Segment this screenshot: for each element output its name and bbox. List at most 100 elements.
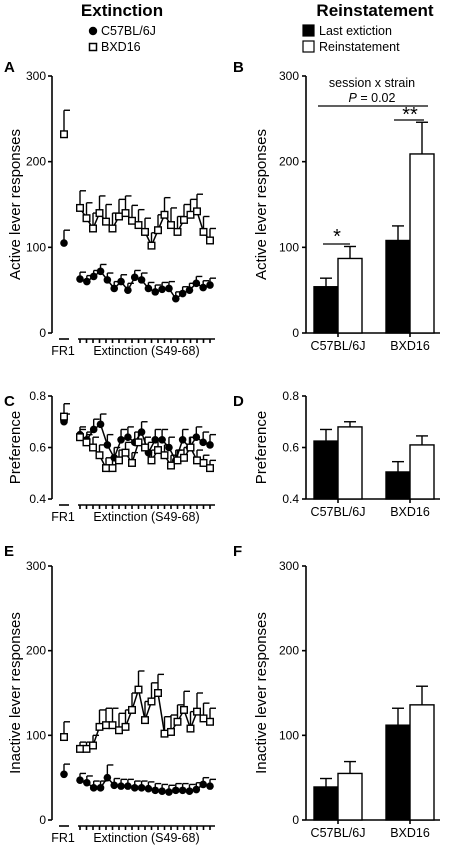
c57bl-data-point <box>178 435 187 444</box>
reinstatement-column-title: Reinstatement <box>316 1 433 20</box>
bxd16-data-point <box>95 451 104 460</box>
bxd16-data-point <box>127 458 136 467</box>
bxd16-data-point <box>134 221 143 230</box>
bxd16-data-point <box>88 224 97 233</box>
bxd16-data-point <box>101 721 110 730</box>
y-tick-label: 100 <box>26 728 46 742</box>
c57bl-data-point <box>144 284 153 293</box>
bxd16-data-point <box>101 464 110 473</box>
c57bl-data-point <box>89 272 98 281</box>
y-axis-title: Inactive lever responses <box>7 612 24 774</box>
panel-e-inactive-lever-extinction: 0 100 200 300 Inactive lever responses FR1 Ext… <box>7 559 216 845</box>
c57bl-fr1-point <box>60 770 68 779</box>
reinstatement-bar <box>409 153 435 334</box>
panel-letter-a: A <box>4 59 15 76</box>
panel-letter-c: C <box>4 393 15 410</box>
c57bl-data-point <box>158 787 166 796</box>
panel-letter-e: E <box>4 543 14 560</box>
c57bl-data-point <box>124 433 132 442</box>
bxd16-data-point <box>160 451 169 460</box>
panel-f-inactive-lever-reinstatement: 0 100 200 300 Inactive lever responses C57BL/… <box>253 559 440 840</box>
y-tick-label: 300 <box>279 69 299 83</box>
x-category-label: BXD16 <box>390 505 430 519</box>
c57bl-data-point <box>103 276 112 284</box>
last-extinction-bar <box>313 286 339 334</box>
bxd16-data-point <box>75 433 84 442</box>
panel-c-preference-extinction: 0.4 0.6 0.8 Preference FR1 Extinction (S49-68… <box>7 389 216 524</box>
bxd16-data-point <box>108 224 117 233</box>
bxd16-data-point <box>179 215 188 224</box>
bxd16-data-point <box>173 227 182 236</box>
bxd16-data-point <box>192 456 201 465</box>
y-tick-label: 0.4 <box>282 492 299 506</box>
c57bl-data-point <box>192 279 201 288</box>
bxd16-data-point <box>205 464 214 473</box>
c57bl-data-point <box>137 784 146 792</box>
c57bl-data-point <box>178 289 187 298</box>
y-tick-label: 0.8 <box>282 389 299 403</box>
bxd16-data-point <box>166 221 175 230</box>
reinstatement-bar <box>409 444 435 500</box>
x-label-extinction: Extinction (S49-68) <box>93 510 199 524</box>
y-axis-title: Inactive lever responses <box>253 612 270 774</box>
bxd16-data-point <box>160 210 169 219</box>
bxd16-data-point <box>205 236 214 245</box>
c57bl-fr1-point <box>60 239 68 247</box>
c57bl-data-point <box>96 784 105 792</box>
legend-label-c57bl: C57BL/6J <box>101 24 156 38</box>
bxd16-data-point <box>134 438 143 447</box>
bxd16-data-point <box>88 443 97 452</box>
panel-d-preference-reinstatement: 0.4 0.6 0.8 Preference C57BL/6J BXD16 <box>253 389 440 519</box>
bxd16-data-point <box>82 438 91 447</box>
bxd16-data-point <box>75 744 84 753</box>
y-tick-label: 0 <box>39 326 46 340</box>
y-axis-title: Preference <box>253 411 270 484</box>
bxd16-data-point <box>179 705 188 714</box>
x-category-label: C57BL/6J <box>311 826 366 840</box>
x-category-label: C57BL/6J <box>311 339 366 353</box>
x-label-extinction: Extinction (S49-68) <box>93 344 199 358</box>
c57bl-data-point <box>110 781 119 790</box>
c57bl-data-point <box>124 782 132 790</box>
reinstatement-bar <box>409 704 435 821</box>
bxd16-data-point <box>114 212 123 221</box>
c57bl-data-point <box>117 435 125 444</box>
y-tick-label: 0 <box>292 813 299 827</box>
y-tick-label: 0 <box>292 326 299 340</box>
c57bl-data-point <box>96 420 105 429</box>
bxd16-data-point <box>121 448 130 457</box>
bxd16-fr1-point <box>60 733 69 742</box>
c57bl-data-point <box>89 784 98 792</box>
bxd16-data-point <box>166 727 175 736</box>
bxd16-data-point <box>108 464 117 473</box>
panel-a-active-lever-extinction: 0 100 200 300 Active lever responses FR1 Extin… <box>7 69 216 358</box>
y-axis-title: Preference <box>7 411 24 484</box>
last-extinction-bar <box>313 786 339 821</box>
bxd16-data-point <box>179 453 188 462</box>
c57bl-data-point <box>171 786 180 795</box>
c57bl-data-point <box>137 276 146 284</box>
c57bl-data-point <box>76 776 84 785</box>
y-tick-label: 0.4 <box>29 492 46 506</box>
bxd16-data-point <box>153 689 162 698</box>
c57bl-data-point <box>151 435 160 444</box>
c57bl-data-point <box>110 284 119 293</box>
y-tick-label: 200 <box>26 155 46 169</box>
c57bl-data-point <box>165 284 173 293</box>
bxd16-data-point <box>147 697 156 706</box>
extinction-column-title: Extinction <box>81 1 163 20</box>
bxd16-data-point <box>140 716 149 725</box>
c57bl-data-point <box>158 285 166 294</box>
bxd16-fr1-point <box>60 412 69 421</box>
bxd16-data-point <box>127 216 136 225</box>
c57bl-data-point <box>151 288 160 296</box>
bxd16-data-point <box>205 717 214 726</box>
p-value-text: = 0.02 <box>357 91 396 105</box>
bxd16-data-point <box>173 456 182 465</box>
c57bl-data-point <box>83 778 91 787</box>
y-axis-title: Active lever responses <box>7 129 24 280</box>
y-tick-label: 0.6 <box>29 441 46 455</box>
bxd16-data-point <box>101 217 110 226</box>
c57bl-data-point <box>130 273 139 282</box>
c57bl-data-point <box>144 784 153 793</box>
